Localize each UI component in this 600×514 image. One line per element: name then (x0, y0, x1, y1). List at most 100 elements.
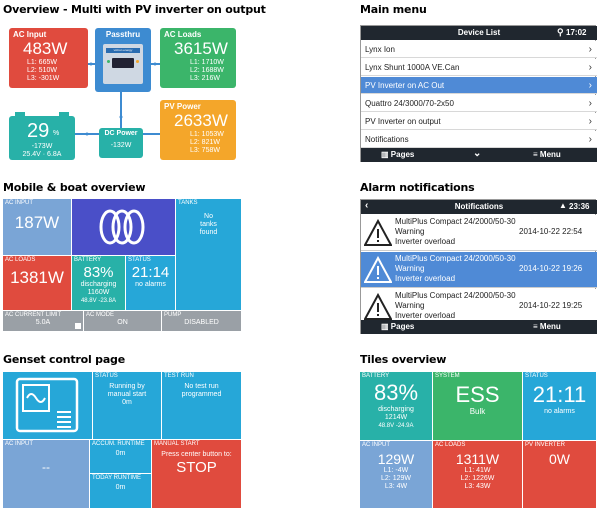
tiles-system-value: ESS (455, 382, 500, 407)
manual-start-label: MANUAL START (154, 441, 200, 447)
heading-tiles: Tiles overview (360, 353, 447, 366)
manual-start-value: STOP (176, 459, 217, 476)
back-arrow-icon[interactable]: ‹ (365, 200, 369, 211)
menu-button[interactable]: ≡ Menu (533, 150, 561, 159)
tiles-status-sub: no alarms (544, 408, 575, 415)
overview-panel: AC Input 483W L1: 665W L2: 510W L3: -301… (3, 22, 241, 164)
menu-item-pv-inverter-ac-out[interactable]: PV Inverter on AC Out › (361, 77, 597, 94)
ac-input-label: AC Input (13, 30, 47, 39)
genset-ac-input-tile: AC INPUT -- (3, 440, 89, 508)
inverter-brand: victron energy (106, 48, 140, 53)
ac-loads-value: 3615W (174, 39, 228, 58)
notification-device: MultiPlus Compact 24/2000/50-30 (395, 254, 516, 263)
ac-current-limit-tile[interactable]: AC CURRENT LIMIT 5.0A (3, 311, 83, 331)
notifications-header: ‹ Notifications ▲ 23:36 (361, 200, 597, 214)
chevron-down-icon[interactable]: ⌄ (473, 148, 482, 159)
menu-item-label: Lynx Ion (365, 45, 395, 54)
tiles-battery-label: BATTERY (362, 373, 390, 379)
mobile-status-label: STATUS (128, 257, 151, 263)
menu-item-label: PV Inverter on output (365, 117, 441, 126)
pv-power-l3: L3: 758W (190, 147, 220, 154)
tiles-ac-loads-l2: L2: 1226W (460, 475, 495, 482)
tiles-battery-power: 1214W (384, 414, 408, 421)
today-runtime-tile: TODAY RUNTIME 0m (90, 474, 151, 508)
ac-mode-value: ON (117, 319, 128, 326)
device-list-header: Device List ⚲ 17:02 (361, 26, 597, 40)
tiles-pv-inverter-label: PV INVERTER (525, 442, 565, 448)
battery-box: 29 % -173W 25.4V · 6.8A (9, 112, 75, 160)
ac-mode-tile[interactable]: AC MODE ON (84, 311, 161, 331)
pump-tile[interactable]: PUMP DISABLED (162, 311, 241, 331)
notification-row[interactable]: MultiPlus Compact 24/2000/50-30 Warning … (361, 215, 597, 251)
tiles-ac-loads-l3: L3: 43W (464, 483, 491, 490)
mobile-status-tile: STATUS 21:14 no alarms (126, 256, 175, 310)
ac-current-limit-label: AC CURRENT LIMIT (5, 312, 62, 318)
tiles-ac-input-label: AC INPUT (362, 442, 391, 448)
tiles-ac-input-tile: AC INPUT 129W L1: -4W L2: 129W L3: 4W (360, 441, 432, 508)
tiles-ac-input-l3: L3: 4W (384, 483, 408, 490)
accum-runtime-value: 0m (115, 450, 126, 457)
passthru-label: Passthru (105, 30, 141, 39)
notification-device: MultiPlus Compact 24/2000/50-30 (395, 291, 516, 300)
menu-item-lynx-ion[interactable]: Lynx Ion › (361, 41, 597, 58)
battery-volt-amp: 25.4V · 6.8A (22, 151, 62, 158)
ac-mode-label: AC MODE (86, 312, 115, 318)
manual-start-tile[interactable]: MANUAL START Press center button to: STO… (152, 440, 241, 508)
notification-message: Inverter overload (395, 274, 456, 283)
warning-triangle-icon (364, 256, 392, 283)
mobile-status-sub: no alarms (135, 281, 166, 288)
notification-row[interactable]: MultiPlus Compact 24/2000/50-30 Warning … (361, 289, 597, 325)
notification-message: Inverter overload (395, 237, 456, 246)
ac-input-l1: L1: 665W (27, 59, 57, 66)
inverter-device-icon: victron energy (103, 44, 143, 84)
mobile-battery-label: BATTERY (74, 257, 102, 263)
heading-alarm: Alarm notifications (360, 181, 475, 194)
mobile-ac-loads-label: AC LOADS (5, 257, 36, 263)
battery-soc-value: 29 (27, 120, 50, 142)
warning-triangle-icon (364, 219, 392, 246)
menu-item-label: Notifications (365, 135, 409, 144)
main-menu-panel: Device List ⚲ 17:02 Lynx Ion › Lynx Shunt… (360, 25, 597, 162)
battery-terminal-right (59, 112, 69, 116)
genset-status-line3: 0m (122, 399, 132, 406)
ac-loads-l3: L3: 216W (190, 75, 220, 82)
mobile-battery-value: 83% (83, 264, 114, 281)
ac-loads-l2: L2: 1688W (190, 67, 224, 74)
tiles-battery-state: discharging (378, 406, 414, 413)
test-run-line2: programmed (181, 391, 222, 398)
menu-item-lynx-shunt[interactable]: Lynx Shunt 1000A VE.Can › (361, 59, 597, 76)
tiles-system-sub: Bulk (469, 407, 486, 416)
tiles-ac-loads-label: AC LOADS (435, 442, 466, 448)
menu-button[interactable]: ≡ Menu (533, 322, 561, 331)
ac-loads-l1: L1: 1710W (190, 59, 224, 66)
device-list-title: Device List (457, 28, 501, 37)
notification-device: MultiPlus Compact 24/2000/50-30 (395, 217, 516, 226)
menu-item-pv-inverter-output[interactable]: PV Inverter on output › (361, 113, 597, 130)
inverter-display-icon (112, 58, 134, 68)
hamburger-icon: ≡ (533, 322, 538, 331)
tiles-system-tile: SYSTEM ESS Bulk (433, 372, 522, 440)
tiles-pv-inverter-value: 0W (549, 451, 570, 467)
pump-value: DISABLED (184, 319, 219, 326)
menu-item-quattro[interactable]: Quattro 24/3000/70-2x50 › (361, 95, 597, 112)
mobile-panel: AC INPUT 187W TANKS No tanks found AC LO… (3, 199, 241, 331)
battery-terminal-left (15, 112, 25, 116)
notification-row-selected[interactable]: MultiPlus Compact 24/2000/50-30 Warning … (361, 252, 597, 288)
heading-overview: Overview - Multi with PV inverter on out… (3, 3, 266, 16)
mobile-battery-amp: -23.8A (98, 298, 117, 304)
ac-current-limit-value: 5.0A (35, 319, 51, 326)
pv-power-box: PV Power 2633W L1: 1053W L2: 821W L3: 75… (160, 100, 236, 160)
mobile-tanks-label: TANKS (178, 200, 198, 206)
mobile-ac-input-value: 187W (14, 213, 60, 232)
mobile-ac-input-label: AC INPUT (5, 200, 34, 206)
dc-power-label: DC Power (104, 130, 138, 137)
edit-corner-icon (75, 323, 81, 329)
pages-button[interactable]: ▥ Pages (381, 322, 414, 331)
pages-button[interactable]: ▥ Pages (381, 150, 414, 159)
battery-soc-unit: % (53, 130, 60, 137)
menu-item-notifications[interactable]: Notifications › (361, 131, 597, 148)
bar-chart-icon: ▥ (381, 150, 389, 159)
notification-type: Warning (395, 301, 425, 310)
notification-type: Warning (395, 264, 425, 273)
mobile-battery-tile: BATTERY 83% discharging 1160W 48.8V -23.… (72, 256, 125, 310)
